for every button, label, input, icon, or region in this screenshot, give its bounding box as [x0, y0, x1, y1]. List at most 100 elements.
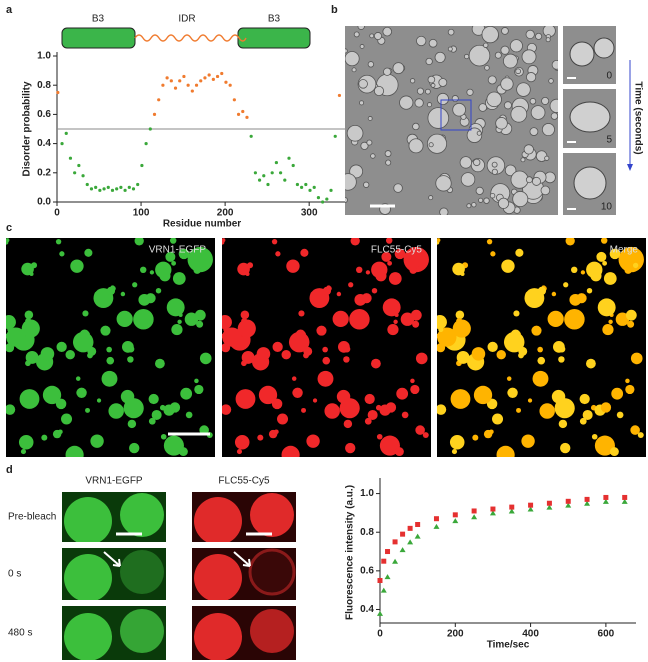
droplet	[177, 320, 181, 324]
droplet	[517, 83, 531, 97]
droplet	[370, 34, 374, 38]
droplet	[429, 39, 437, 47]
droplet	[363, 320, 368, 325]
y-axis-label: Disorder probability	[22, 81, 33, 176]
x-axis-label: Time/sec	[487, 640, 530, 651]
droplet	[221, 404, 232, 415]
droplet	[624, 267, 631, 274]
point	[472, 508, 477, 513]
droplet	[472, 347, 486, 361]
droplet	[383, 298, 401, 316]
droplet	[395, 447, 404, 456]
droplet	[504, 102, 511, 109]
x-tick-label: 0	[377, 629, 383, 640]
droplet	[21, 449, 26, 454]
panel-label: c	[6, 222, 12, 234]
droplet	[259, 386, 277, 404]
droplet	[394, 184, 403, 193]
droplet	[581, 270, 585, 274]
droplet	[360, 44, 364, 48]
y-tick-label: 1.0	[360, 488, 374, 499]
point	[65, 132, 68, 135]
droplet	[316, 326, 326, 336]
point	[212, 78, 215, 81]
droplet	[550, 99, 563, 112]
droplet	[106, 357, 114, 365]
droplet	[625, 385, 634, 394]
droplet	[429, 196, 433, 200]
droplet	[7, 327, 12, 332]
droplet	[171, 261, 176, 266]
point	[471, 514, 477, 519]
domain-label: B3	[268, 14, 281, 25]
point	[153, 113, 156, 116]
droplet	[416, 36, 425, 45]
droplet	[194, 379, 198, 383]
row-label: 0 s	[8, 569, 21, 580]
point	[123, 189, 126, 192]
point	[60, 142, 63, 145]
point	[136, 183, 139, 186]
droplet	[345, 52, 359, 66]
droplet	[292, 376, 297, 381]
droplet	[482, 26, 498, 42]
point	[329, 189, 332, 192]
domain-box	[62, 28, 135, 48]
point	[408, 526, 413, 531]
droplet	[363, 182, 368, 187]
droplet	[604, 272, 617, 285]
droplet	[501, 78, 513, 90]
droplet	[535, 33, 541, 39]
droplet	[450, 435, 465, 450]
droplet	[417, 88, 423, 94]
point	[603, 495, 608, 500]
droplet	[167, 298, 185, 316]
droplet	[386, 160, 391, 165]
channel-label: FLC55-Cy5	[371, 245, 423, 256]
droplet	[435, 52, 445, 62]
droplet	[428, 108, 449, 129]
point	[195, 84, 198, 87]
droplet	[452, 449, 457, 454]
channel-label: VRN1-EGFP	[85, 476, 143, 487]
droplet	[348, 282, 353, 287]
droplet	[577, 293, 587, 303]
droplet	[241, 311, 250, 320]
droplet	[461, 173, 475, 187]
point	[94, 186, 97, 189]
droplet	[511, 106, 527, 122]
point	[392, 559, 398, 564]
droplet	[194, 554, 242, 602]
point	[622, 495, 627, 500]
droplet	[171, 324, 182, 335]
droplet	[354, 32, 359, 37]
droplet	[124, 398, 144, 418]
droplet	[574, 167, 606, 199]
droplet	[580, 418, 587, 425]
droplet	[411, 310, 422, 321]
point	[377, 611, 383, 616]
domain-label: IDR	[178, 14, 195, 25]
droplet	[186, 412, 193, 419]
droplet	[85, 408, 90, 413]
point	[381, 588, 387, 593]
droplet	[120, 550, 164, 594]
droplet	[277, 413, 288, 424]
domain-box	[238, 28, 310, 48]
droplet	[324, 403, 339, 418]
droplet	[532, 177, 540, 185]
droplet	[487, 239, 492, 244]
droplet	[338, 341, 350, 353]
droplet	[374, 86, 383, 95]
droplet	[533, 371, 549, 387]
droplet	[82, 310, 88, 316]
droplet	[349, 309, 369, 329]
y-tick-label: 0.6	[360, 565, 374, 576]
droplet	[43, 386, 61, 404]
droplet	[452, 263, 465, 276]
droplet	[5, 238, 9, 242]
droplet	[306, 434, 319, 447]
droplet	[146, 293, 156, 303]
droplet	[383, 68, 390, 75]
droplet	[549, 79, 554, 84]
